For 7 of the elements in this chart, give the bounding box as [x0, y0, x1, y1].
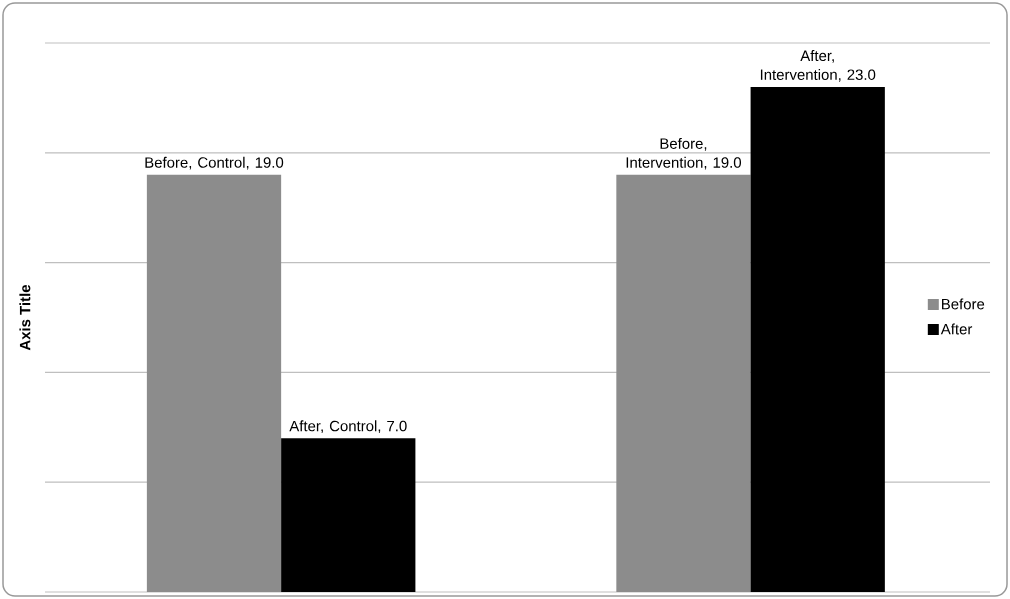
data-label: Before, Intervention, 19.0 — [626, 137, 742, 170]
legend-label: After — [940, 323, 973, 335]
data-label: After, Intervention, 23.0 — [760, 50, 876, 82]
legend-label: Before — [942, 298, 985, 310]
y-axis-title: Axis Title — [19, 284, 31, 351]
data-label: Before, Control, 19.0 — [145, 156, 284, 170]
data-label: After, Control, 7.0 — [289, 420, 407, 434]
